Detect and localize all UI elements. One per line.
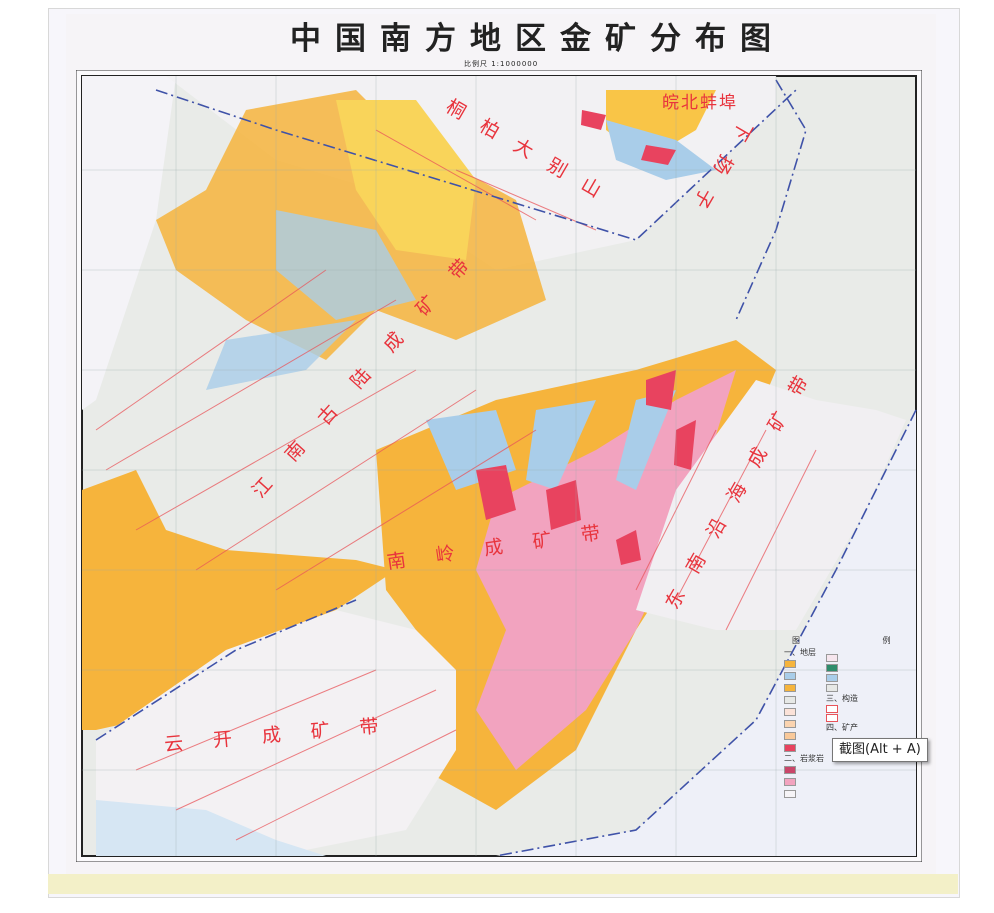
sea [496,410,916,856]
gulf-sea [96,800,326,856]
legend-swatch [784,696,796,704]
legend-swatch [784,744,796,752]
red-northeast [581,110,676,165]
legend-swatch [784,732,796,740]
orange-west [82,470,396,730]
legend-swatch [784,660,796,668]
geologic-map[interactable] [76,70,922,862]
blue-north [276,210,416,320]
legend-swatch [784,672,796,680]
legend-swatch [784,720,796,728]
legend-swatch [784,708,796,716]
scan-edge [48,874,958,894]
map-title: 中国南方地区金矿分布图 [290,21,785,57]
legend-section-magmatic: 二、岩浆岩 [784,754,824,763]
tectonic-boundaries [95,79,917,857]
legend-swatch [826,674,838,682]
legend-swatch [826,705,838,713]
yellow-north [336,100,476,260]
label-wanbei-bengbu: 皖北蚌埠 [662,93,738,113]
legend-swatch [826,714,838,722]
legend-section-minerals: 四、矿产 [826,723,858,732]
southeast-coast-belt [636,380,906,630]
graticule [82,76,916,856]
legend-swatch [784,790,796,798]
screenshot-tooltip: 截图(Alt + A) [832,738,928,762]
legend-swatch [826,684,838,692]
legend-swatch [826,664,838,672]
legend-swatch [826,654,838,662]
map-legend: 图 例 一、地层 二、岩浆岩 三、构造 四、矿产 [780,632,900,802]
blue-center [426,390,676,490]
blue-west-strip [206,320,356,390]
legend-section-structure: 三、构造 [826,694,858,703]
northwest-plain [82,76,176,410]
legend-title: 图 例 [792,636,931,645]
legend-swatch [784,766,796,774]
legend-swatch [784,684,796,692]
legend-swatch [784,778,796,786]
map-scale: 比例尺 1:1000000 [464,60,539,68]
legend-section-strata: 一、地层 [784,648,816,657]
